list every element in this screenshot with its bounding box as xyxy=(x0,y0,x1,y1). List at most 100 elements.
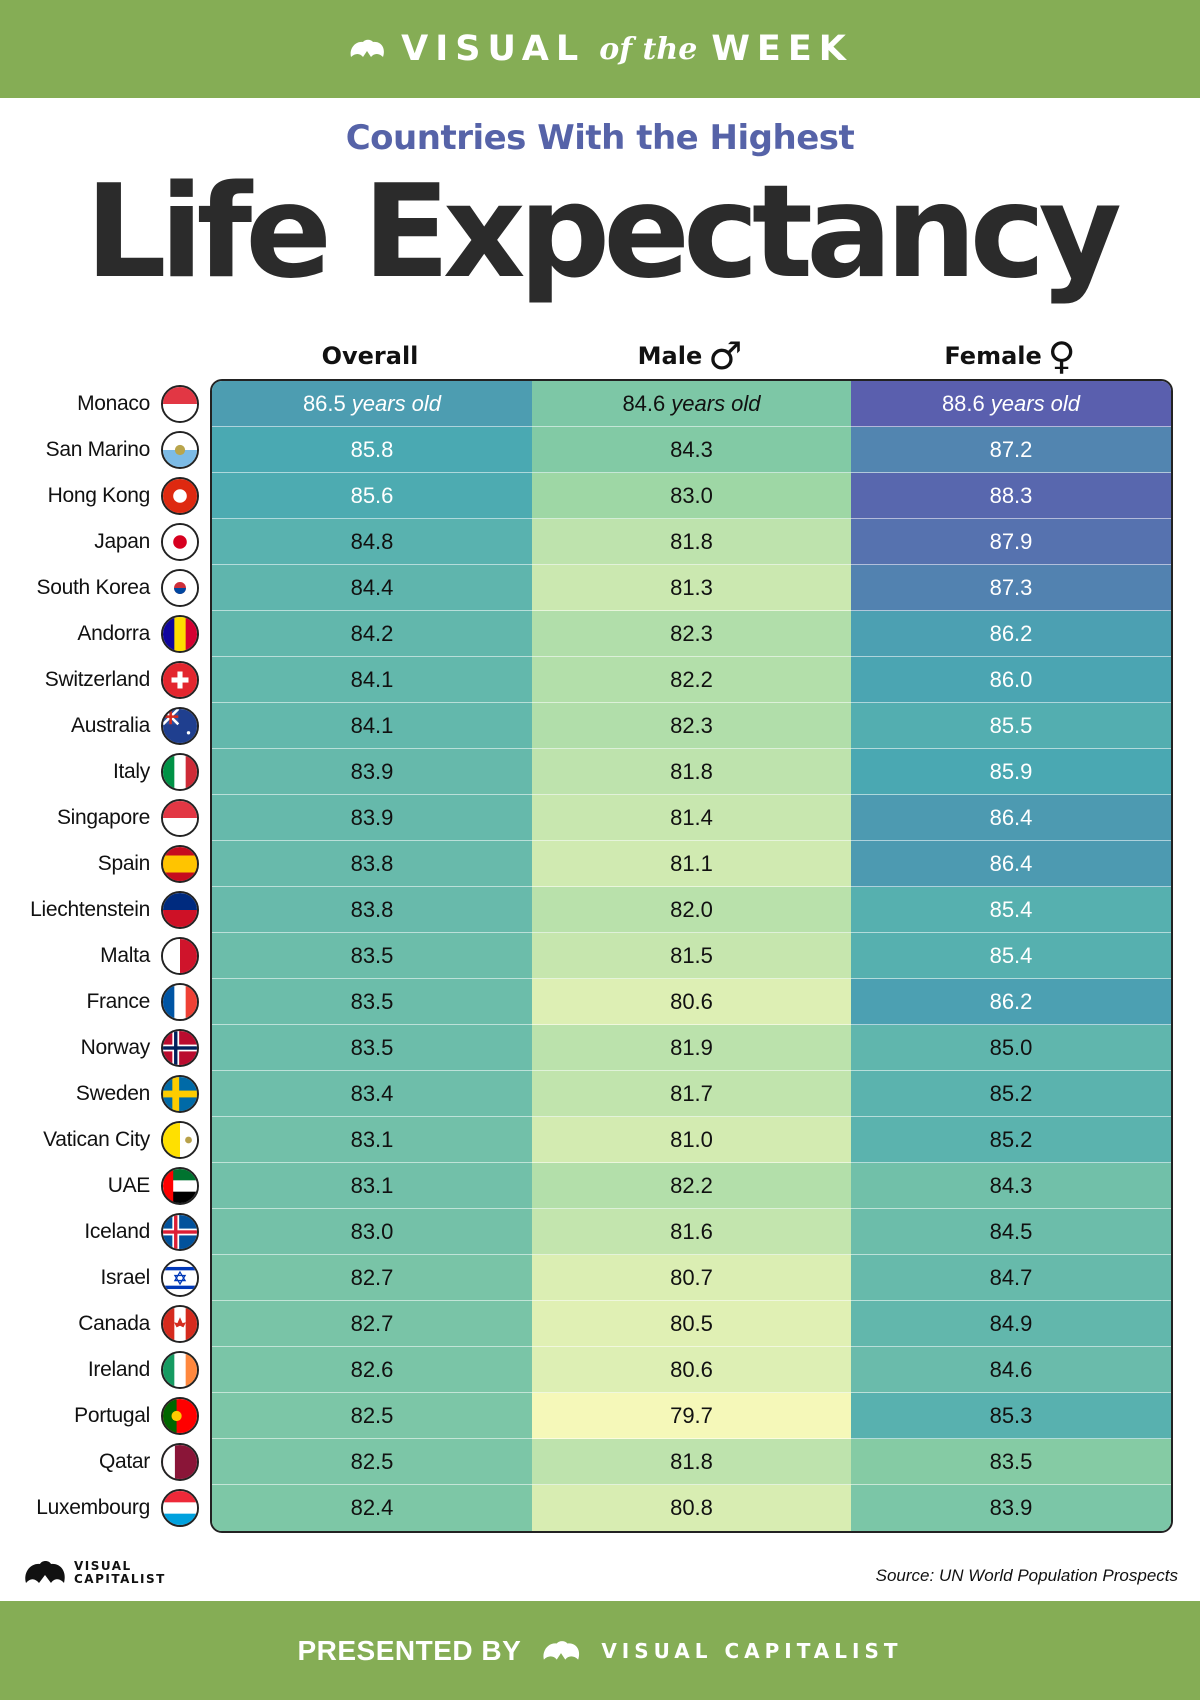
country-label: Spain xyxy=(97,852,151,875)
overall-value-cell: 84.2 xyxy=(212,611,532,657)
female-value-cell: 84.7 xyxy=(851,1255,1171,1301)
san-marino-flag-icon xyxy=(161,431,199,469)
country-label: Liechtenstein xyxy=(30,898,150,921)
female-value: 88.6 xyxy=(941,390,985,416)
country-label: France xyxy=(86,990,150,1013)
male-value-cell: 81.4 xyxy=(532,795,851,841)
overall-value: 86.5 xyxy=(302,390,346,416)
overall-value: 83.5 xyxy=(350,942,394,968)
column-header-male: Male ♂ xyxy=(530,336,850,376)
presented-by-label: PRESENTED BY xyxy=(297,1634,522,1666)
overall-value-cell: 86.5 years old xyxy=(212,381,532,427)
overall-value-cell: 82.7 xyxy=(212,1301,532,1347)
overall-value: 83.5 xyxy=(350,988,394,1014)
female-value-cell: 85.3 xyxy=(851,1393,1171,1439)
overall-value-cell: 83.4 xyxy=(212,1071,532,1117)
life-expectancy-table: 86.5 years old 85.8 85.6 84.8 84.4 84.2 84.1 84.… xyxy=(210,379,1173,1533)
country-label: Luxembourg xyxy=(36,1496,150,1519)
male-value: 80.6 xyxy=(670,1356,713,1382)
male-value-cell: 81.8 xyxy=(532,749,851,795)
country-label: Australia xyxy=(70,714,150,737)
female-value: 85.3 xyxy=(989,1402,1033,1428)
female-value-cell: 87.2 xyxy=(851,427,1171,473)
column-header-overall: Overall xyxy=(210,336,530,376)
country-label: Vatican City xyxy=(43,1128,150,1151)
female-value: 83.9 xyxy=(989,1495,1033,1520)
column-header-female-label: Female xyxy=(944,342,1042,370)
female-value-cell: 85.2 xyxy=(851,1071,1171,1117)
male-value: 82.2 xyxy=(670,666,713,692)
female-value-cell: 87.3 xyxy=(851,565,1171,611)
female-value-cell: 86.2 xyxy=(851,979,1171,1025)
overall-value-cell: 85.8 xyxy=(212,427,532,473)
female-value: 86.4 xyxy=(989,850,1033,876)
overall-value: 84.8 xyxy=(350,528,394,554)
overall-value-cell: 84.8 xyxy=(212,519,532,565)
female-value: 86.2 xyxy=(989,988,1033,1014)
overall-value: 83.1 xyxy=(350,1172,394,1198)
overall-value: 83.5 xyxy=(350,1034,394,1060)
overall-value-cell: 82.6 xyxy=(212,1347,532,1393)
visual-capitalist-footer-logo: VISUAL CAPITALIST xyxy=(22,1556,166,1590)
country-label: Norway xyxy=(80,1036,151,1059)
male-value-cell: 84.3 xyxy=(532,427,851,473)
female-value-cell: 88.6 years old xyxy=(851,381,1171,427)
overall-value-cell: 82.4 xyxy=(212,1485,532,1531)
country-label: Hong Kong xyxy=(47,484,151,507)
female-symbol-icon: ♀ xyxy=(1047,334,1076,378)
male-value: 80.6 xyxy=(670,988,713,1014)
overall-value-cell: 83.8 xyxy=(212,841,532,887)
country-label: South Korea xyxy=(36,576,151,599)
male-value: 79.7 xyxy=(670,1402,713,1428)
male-value-cell: 80.5 xyxy=(532,1301,851,1347)
overall-value: 83.9 xyxy=(350,804,394,830)
female-value: 87.2 xyxy=(989,436,1033,462)
female-value: 84.5 xyxy=(989,1218,1033,1244)
overall-value-cell: 83.9 xyxy=(212,795,532,841)
overall-value-cell: 84.1 xyxy=(212,657,532,703)
overall-value: 84.1 xyxy=(350,666,394,692)
overall-value: 83.8 xyxy=(350,850,394,876)
male-value: 82.2 xyxy=(670,1172,713,1198)
country-label: Malta xyxy=(100,944,150,967)
country-label: Ireland xyxy=(87,1358,150,1381)
overall-column: 86.5 years old 85.8 85.6 84.8 84.4 84.2 84.1 84.… xyxy=(212,381,532,1531)
overall-value-cell: 83.1 xyxy=(212,1117,532,1163)
canada-flag-icon xyxy=(161,1305,199,1343)
male-value: 81.8 xyxy=(670,528,713,554)
male-value-cell: 84.6 years old xyxy=(532,381,851,427)
female-value-cell: 84.9 xyxy=(851,1301,1171,1347)
hong-kong-flag-icon xyxy=(161,477,199,515)
column-header-male-label: Male xyxy=(637,342,703,370)
overall-value: 83.0 xyxy=(350,1218,394,1244)
overall-value: 82.5 xyxy=(350,1448,394,1474)
country-label: Qatar xyxy=(98,1450,150,1473)
country-label: Portugal xyxy=(74,1404,150,1427)
male-value: 81.5 xyxy=(670,942,713,968)
female-value: 88.3 xyxy=(989,482,1033,508)
luxembourg-flag-icon xyxy=(161,1489,199,1527)
female-value: 83.5 xyxy=(989,1448,1033,1474)
male-value-cell: 80.7 xyxy=(532,1255,851,1301)
female-value: 85.9 xyxy=(989,758,1033,784)
chart-title: Life Expectancy xyxy=(85,158,1122,307)
overall-value: 85.6 xyxy=(350,482,394,508)
male-value: 81.3 xyxy=(670,574,713,600)
male-value: 81.9 xyxy=(670,1034,713,1060)
female-value: 86.4 xyxy=(989,804,1033,830)
male-value: 82.0 xyxy=(670,896,713,922)
portugal-flag-icon xyxy=(161,1397,199,1435)
source-note: Source: UN World Population Prospects xyxy=(875,1566,1178,1585)
unit-label: years old xyxy=(351,390,442,416)
female-value: 85.4 xyxy=(989,942,1033,968)
male-value-cell: 81.8 xyxy=(532,1439,851,1485)
male-value-cell: 80.6 xyxy=(532,979,851,1025)
male-value: 83.0 xyxy=(670,482,713,508)
female-value-cell: 86.2 xyxy=(851,611,1171,657)
overall-value-cell: 83.5 xyxy=(212,979,532,1025)
female-value-cell: 85.2 xyxy=(851,1117,1171,1163)
overall-value: 83.8 xyxy=(350,896,394,922)
female-value-cell: 88.3 xyxy=(851,473,1171,519)
overall-value-cell: 83.9 xyxy=(212,749,532,795)
male-value-cell: 80.8 xyxy=(532,1485,851,1531)
